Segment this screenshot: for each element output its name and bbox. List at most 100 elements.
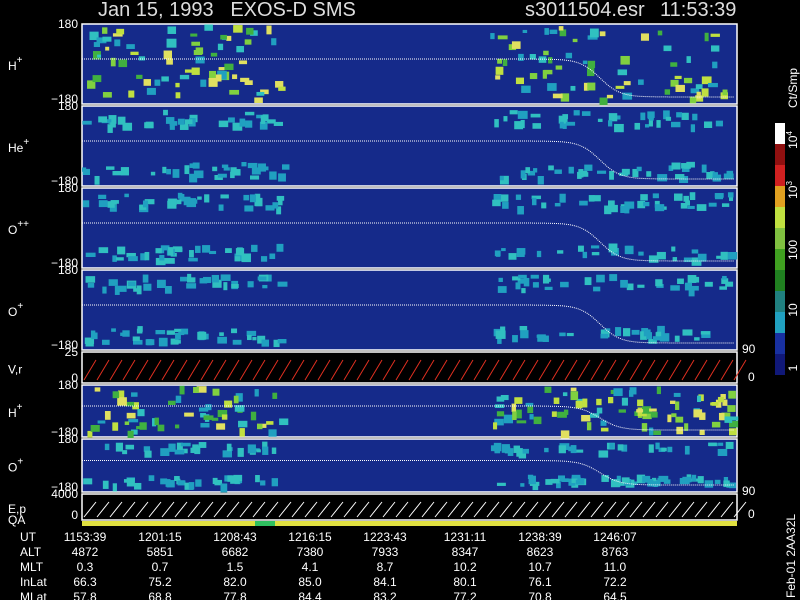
spectrogram-cell xyxy=(655,442,660,450)
spectrogram-cell xyxy=(507,448,514,456)
spectrogram-cell xyxy=(216,423,226,430)
spectrogram-cell xyxy=(533,416,542,425)
spectrogram-cell xyxy=(655,279,663,287)
spectrogram-cell xyxy=(130,429,138,435)
spectrogram-cell xyxy=(134,482,142,490)
spectrogram-cell xyxy=(670,121,681,128)
spectrogram-cell xyxy=(126,44,135,49)
spectrogram-cell xyxy=(176,247,183,252)
spectrogram-cell xyxy=(102,92,112,98)
cell: 80.1 xyxy=(453,575,477,589)
spectrogram-cell xyxy=(211,274,220,283)
panel-label-sup: + xyxy=(17,301,23,312)
cell: 10.7 xyxy=(528,560,552,574)
spectrogram-cell xyxy=(621,168,630,175)
spectrogram-cell xyxy=(606,94,614,99)
spectrogram-cell xyxy=(198,407,209,412)
spectrogram-cell xyxy=(266,421,274,425)
spectrogram-cell xyxy=(496,396,505,402)
spectrogram-cell xyxy=(704,32,709,42)
spectrogram-cell xyxy=(175,82,180,88)
spectrogram-cell xyxy=(250,411,257,421)
spectrogram-cell xyxy=(649,408,657,412)
spectrogram-cell xyxy=(498,277,503,283)
spectrogram-cell xyxy=(162,166,167,174)
spectrogram-cell xyxy=(533,168,538,173)
spectrogram-cell xyxy=(565,121,576,126)
spectrogram-cell xyxy=(166,38,177,48)
spectrogram-cell xyxy=(278,197,283,206)
spectrogram-cell xyxy=(126,412,136,419)
spectrogram-cell xyxy=(117,390,125,398)
spectrogram-cell xyxy=(211,417,219,421)
spectrogram-cell xyxy=(98,200,108,208)
spectrogram-cell xyxy=(670,400,676,404)
spectrogram-cell xyxy=(233,474,243,482)
spectrogram-cell xyxy=(577,245,584,252)
spectrogram-cell xyxy=(187,277,196,283)
spectrogram-cell xyxy=(114,39,121,47)
time: 11:53:39 xyxy=(660,0,736,21)
spectrogram-cell xyxy=(620,205,629,213)
spectrogram-cell xyxy=(167,198,177,205)
spectrogram-cell xyxy=(615,85,625,89)
spectrogram-cell xyxy=(175,424,180,429)
spectrogram-cell xyxy=(495,75,501,80)
spectrogram-cell xyxy=(499,175,509,185)
spectrogram-cell xyxy=(663,110,670,120)
spectrogram-cell xyxy=(490,33,495,40)
spectrogram-cell xyxy=(596,407,603,414)
spectrogram-cell xyxy=(496,411,505,417)
spectrogram-cell xyxy=(559,29,567,37)
cell: 6682 xyxy=(222,545,249,559)
cell: 8.7 xyxy=(377,560,394,574)
cell: 1201:15 xyxy=(138,530,182,544)
spectrogram-cell xyxy=(256,91,265,96)
qa-bar-mark xyxy=(255,521,275,526)
y-tick-label: 180 xyxy=(58,378,78,392)
spectrogram-cell xyxy=(112,422,119,431)
spectrogram-cell xyxy=(272,392,278,399)
spectrogram-cell xyxy=(204,333,209,340)
spectrogram-cell xyxy=(108,279,118,286)
spectrogram-cell xyxy=(142,200,149,208)
spectrogram-cell xyxy=(728,482,737,489)
spectrogram-cell xyxy=(670,285,680,291)
spectrogram-cell xyxy=(268,429,277,437)
spectrogram-cell xyxy=(691,474,697,482)
spectrogram-cell xyxy=(515,409,522,419)
spectrogram-cell xyxy=(566,332,574,337)
spectrogram-cell xyxy=(154,79,161,86)
spectrogram-cell xyxy=(559,193,566,203)
spectrogram-cell xyxy=(492,199,501,207)
cell: 57.8 xyxy=(73,590,97,600)
spectrogram-cell xyxy=(715,399,722,408)
spectrogram-cell xyxy=(511,403,517,412)
spectrogram-cell xyxy=(618,482,625,486)
spectrogram-cell xyxy=(562,392,568,397)
spectrogram-cell xyxy=(544,386,552,393)
colorbar-step xyxy=(775,354,785,375)
spectrogram-cell xyxy=(175,92,181,99)
spectrogram-cell xyxy=(570,387,577,392)
spectrogram-cell xyxy=(281,164,290,170)
spectrogram-cell xyxy=(596,170,607,174)
spectrogram-cell xyxy=(676,112,683,118)
spectrogram-cell xyxy=(184,165,190,175)
spectrogram-cell xyxy=(112,483,117,492)
spectrogram-cell xyxy=(572,38,578,43)
spectrogram-cell xyxy=(646,171,652,177)
spectrogram-cell xyxy=(154,417,159,426)
spectrogram-cell xyxy=(493,422,498,430)
spectrogram-cell xyxy=(523,277,530,287)
spectrogram-cell xyxy=(93,42,101,48)
spectrogram-cell xyxy=(674,335,680,342)
spectrogram-cell xyxy=(197,331,207,340)
spectrogram-cell xyxy=(497,35,508,40)
spectrogram-cell xyxy=(126,252,136,258)
spectrogram-cell xyxy=(711,421,721,428)
y-tick-label: −180 xyxy=(51,174,78,188)
spectrogram-cell xyxy=(165,479,171,487)
spectrogram-cell xyxy=(104,443,110,451)
spectrogram-cell xyxy=(637,399,644,407)
